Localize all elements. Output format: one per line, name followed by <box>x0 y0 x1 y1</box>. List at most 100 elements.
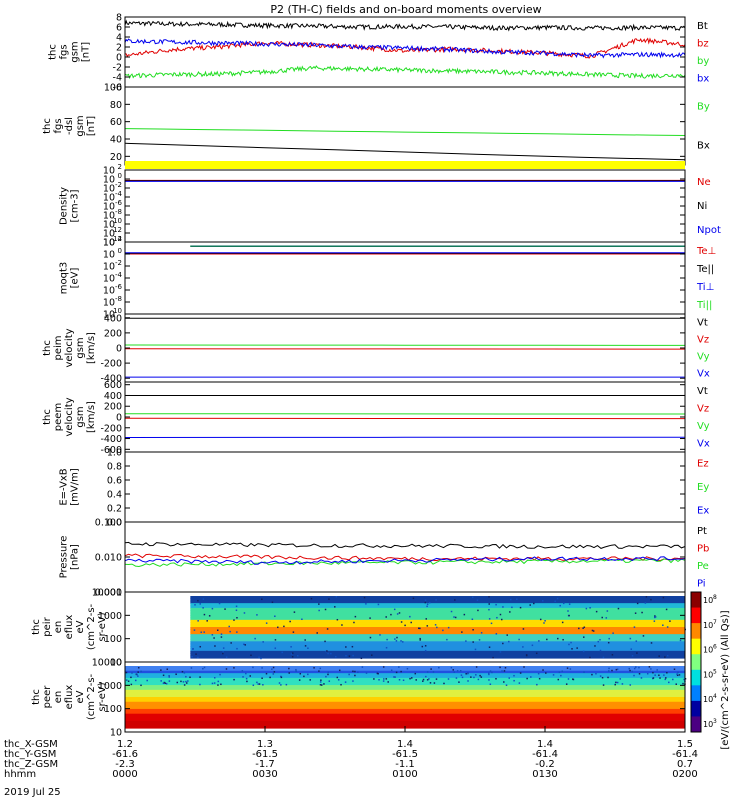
heatmap-speckle <box>390 669 393 671</box>
heatmap-speckle <box>393 608 396 611</box>
heatmap-speckle <box>454 599 456 601</box>
heatmap-speckle <box>633 674 635 677</box>
y-tick-label: -200 <box>100 423 122 434</box>
heatmap-speckle <box>429 682 432 684</box>
heatmap-speckle <box>378 679 380 681</box>
legend-Ey: Ey <box>697 482 709 493</box>
heatmap-speckle <box>136 673 138 676</box>
legend-Ti⊥: Ti⊥ <box>696 282 714 293</box>
heatmap-speckle <box>224 608 226 610</box>
heatmap-speckle <box>508 677 510 679</box>
panel-frame <box>124 451 686 523</box>
heatmap-band <box>190 615 686 619</box>
heatmap-speckle <box>262 684 264 686</box>
heatmap-speckle <box>442 629 444 632</box>
heatmap-band <box>125 677 685 681</box>
y-axis-label: fgs <box>53 118 64 133</box>
y-axis-label: peer <box>42 685 53 709</box>
y-tick-label: -400 <box>100 374 122 385</box>
heatmap-speckle <box>566 667 569 669</box>
y-tick-label: 200 <box>104 328 122 339</box>
heatmap-speckle <box>488 679 490 681</box>
heatmap-speckle <box>244 644 247 646</box>
legend-Pb: Pb <box>697 543 709 554</box>
heatmap-speckle <box>562 602 565 605</box>
heatmap-speckle <box>197 599 199 602</box>
heatmap-band <box>190 646 686 650</box>
heatmap-speckle <box>354 670 356 673</box>
heatmap-speckle <box>429 601 431 604</box>
heatmap-speckle <box>235 605 238 608</box>
heatmap-speckle <box>290 653 293 655</box>
y-axis-label: gsm <box>75 406 86 427</box>
heatmap-speckle <box>595 610 598 613</box>
y-tick-exponent: -6 <box>115 199 123 207</box>
heatmap-speckle <box>203 613 206 616</box>
y-axis-label: thc <box>31 619 42 635</box>
heatmap-speckle <box>225 668 228 670</box>
y-tick-label: 100 <box>104 634 122 645</box>
heatmap-band <box>190 603 686 607</box>
heatmap-speckle <box>211 607 214 610</box>
y-axis-label: [nT] <box>81 42 92 62</box>
heatmap-speckle <box>146 679 148 682</box>
colorbar-swatch <box>691 716 701 733</box>
heatmap-speckle <box>576 647 578 649</box>
heatmap-speckle <box>292 631 295 633</box>
heatmap-speckle <box>345 646 347 648</box>
series-line-bx <box>124 38 686 59</box>
panel-fgs_dsl: 20 40 60 80 100 thc fgs -dsl gsm [nT] By Bx <box>42 83 710 166</box>
y-axis-label: eflux <box>64 685 75 710</box>
heatmap-speckle <box>400 621 403 623</box>
heatmap-speckle <box>488 603 490 605</box>
heatmap-speckle <box>304 639 306 641</box>
heatmap-speckle <box>490 622 493 625</box>
heatmap-speckle <box>352 670 354 673</box>
heatmap-speckle <box>669 620 671 622</box>
heatmap-speckle <box>307 673 309 676</box>
heatmap-speckle <box>499 651 502 653</box>
colorbar-tick-label: 10 <box>703 596 713 605</box>
x-tick-label: 0000 <box>112 769 137 780</box>
heatmap-speckle <box>328 598 330 600</box>
x-tick-label: -2.3 <box>115 759 135 770</box>
heatmap-speckle <box>450 666 453 669</box>
x-tick-label: 1.2 <box>117 739 133 750</box>
y-tick-label: 0.001 <box>95 588 122 599</box>
heatmap-speckle <box>516 598 518 600</box>
y-tick-label: 0 <box>116 53 122 64</box>
y-axis-label: thc <box>31 689 42 705</box>
heatmap-speckle <box>542 669 544 671</box>
heatmap-speckle <box>461 676 464 679</box>
heatmap-band <box>190 600 686 604</box>
heatmap-speckle <box>335 596 338 598</box>
heatmap-speckle <box>193 629 196 631</box>
heatmap-speckle <box>325 675 327 678</box>
heatmap-speckle <box>607 676 609 679</box>
heatmap-speckle <box>274 615 276 618</box>
y-tick-label: 10 <box>103 274 115 285</box>
legend-Vx: Vx <box>697 369 710 380</box>
heatmap-band <box>190 650 686 654</box>
y-tick-exponent: -2 <box>115 259 122 267</box>
heatmap-speckle <box>503 670 506 672</box>
heatmap-speckle <box>508 640 510 643</box>
heatmap-speckle <box>262 641 264 643</box>
legend-Vy: Vy <box>697 421 710 432</box>
heatmap-speckle <box>608 637 610 640</box>
heatmap-speckle <box>335 655 337 658</box>
heatmap-speckle <box>475 666 478 668</box>
heatmap-speckle <box>424 645 427 647</box>
heatmap-speckle <box>394 676 396 678</box>
heatmap-speckle <box>402 679 405 682</box>
heatmap-speckle <box>662 596 665 599</box>
heatmap-speckle <box>235 609 238 612</box>
colorbar-swatch <box>691 685 701 702</box>
heatmap-speckle <box>293 611 296 613</box>
legend-Ni: Ni <box>697 201 707 212</box>
y-tick-exponent: 2 <box>118 163 122 171</box>
heatmap-speckle <box>488 618 491 620</box>
